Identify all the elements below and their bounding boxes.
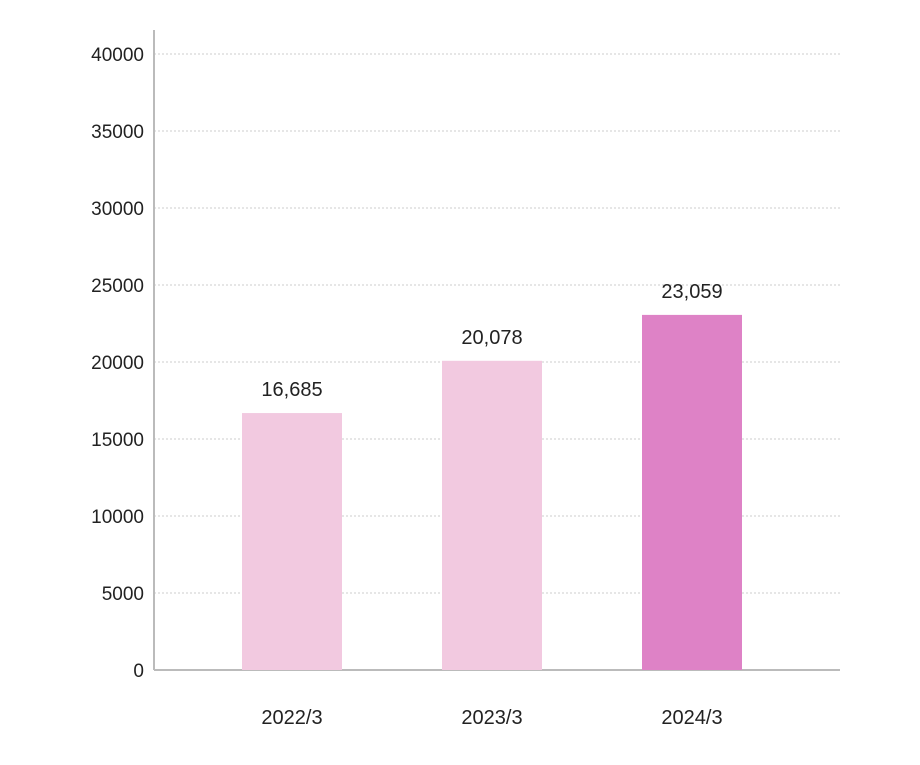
y-tick-label: 5000: [102, 584, 144, 605]
y-tick-label: 10000: [91, 507, 144, 528]
y-tick-label: 35000: [91, 122, 144, 143]
bar-2024-3: [642, 314, 742, 670]
bars: [242, 314, 742, 670]
x-tick-label: 2023/3: [461, 707, 522, 729]
bar-2023-3: [442, 360, 542, 670]
data-label: 23,059: [661, 281, 722, 303]
x-axis-ticks: 2022/3 2023/3 2024/3: [261, 707, 722, 729]
y-tick-label: 30000: [91, 199, 144, 220]
y-tick-label: 25000: [91, 276, 144, 297]
data-label: 20,078: [461, 327, 522, 349]
data-label: 16,685: [261, 379, 322, 401]
y-tick-label: 15000: [91, 430, 144, 451]
y-tick-label: 0: [133, 661, 144, 682]
y-tick-label: 40000: [91, 45, 144, 66]
x-tick-label: 2022/3: [261, 707, 322, 729]
data-labels: 16,685 20,078 23,059: [261, 281, 722, 401]
y-tick-label: 20000: [91, 353, 144, 374]
x-tick-label: 2024/3: [661, 707, 722, 729]
bar-2022-3: [242, 413, 342, 670]
y-axis-ticks: 0 5000 10000 15000 20000 25000 30000 35000 40000: [91, 45, 144, 682]
